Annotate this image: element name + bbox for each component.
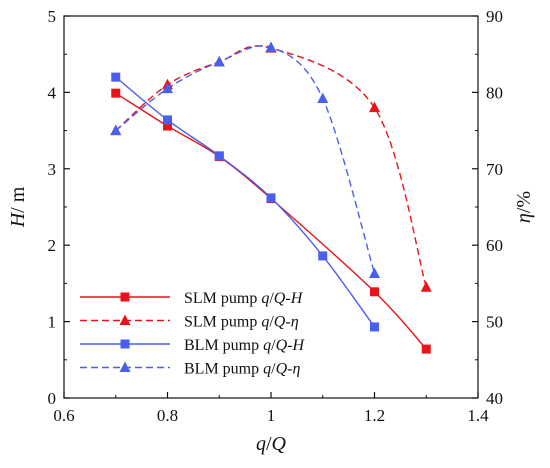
- x-tick-label: 0.6: [53, 406, 74, 425]
- legend-marker: [119, 361, 131, 372]
- data-point: [317, 92, 329, 104]
- x-tick-label: 1: [267, 406, 276, 425]
- legend-marker: [120, 292, 130, 302]
- y-left-tick-label: 0: [48, 389, 57, 408]
- series-line: [115, 76, 376, 328]
- data-point: [266, 193, 276, 203]
- y-left-axis-label: H/ m: [7, 186, 29, 228]
- series-1: [110, 42, 432, 292]
- series-line: [115, 45, 376, 274]
- series-line: [115, 92, 427, 350]
- legend-label: SLM pump q/Q-H: [184, 290, 304, 307]
- y-right-tick-label: 60: [486, 236, 503, 255]
- y-right-tick-label: 80: [486, 83, 503, 102]
- data-point: [370, 322, 379, 332]
- y-right-tick-label: 90: [486, 7, 503, 26]
- data-point: [421, 344, 431, 354]
- y-left-tick-label: 1: [48, 313, 57, 332]
- legend-entry-2: BLM pump q/Q-H: [80, 337, 305, 354]
- legend-label: BLM pump q/Q-η: [184, 361, 300, 378]
- data-point: [162, 82, 173, 94]
- data-point: [420, 281, 432, 292]
- axes: 0.6 0.8 1 1.2 1.4 0 1 2 3 4 5 40 50 60 70 80 90 q/Q H/ m η/…: [7, 7, 535, 455]
- y-right-tick-label: 40: [486, 389, 503, 408]
- y-left-tick-label: 2: [48, 236, 57, 255]
- legend-marker: [120, 339, 130, 349]
- y-right-tick-label: 70: [486, 160, 503, 179]
- legend-label: SLM pump q/Q-η: [184, 314, 299, 331]
- series-line: [115, 45, 427, 288]
- legend-marker: [119, 314, 131, 325]
- data-point: [110, 124, 122, 136]
- data-point: [111, 88, 121, 98]
- y-left-tick-label: 5: [48, 7, 57, 26]
- y-right-tick-label: 50: [486, 313, 503, 332]
- data-point: [214, 151, 224, 161]
- data-point: [318, 251, 328, 261]
- data-point: [265, 41, 277, 52]
- legend-entry-3: BLM pump q/Q-η: [80, 361, 300, 378]
- legend: SLM pump q/Q-H SLM pump q/Q-η BLM pump q/Q…: [80, 290, 305, 378]
- x-axis-label: q/Q: [256, 433, 287, 455]
- x-tick-label: 0.8: [157, 406, 178, 425]
- y-left-tick-label: 3: [48, 160, 57, 179]
- legend-label: BLM pump q/Q-H: [184, 337, 305, 354]
- series-2: [111, 72, 379, 332]
- y-right-axis-label: η/%: [513, 191, 535, 223]
- data-point: [163, 115, 172, 125]
- x-tick-label: 1.4: [467, 406, 489, 425]
- data-point: [111, 72, 121, 82]
- y-left-tick-label: 4: [48, 83, 57, 102]
- legend-entry-1: SLM pump q/Q-η: [80, 314, 299, 331]
- curves: [110, 41, 432, 354]
- x-tick-label: 1.2: [364, 406, 385, 425]
- series-3: [110, 41, 380, 278]
- data-point: [163, 121, 172, 131]
- data-point: [369, 101, 380, 113]
- data-point: [369, 267, 380, 278]
- data-point: [213, 55, 225, 67]
- data-point: [370, 287, 379, 297]
- legend-entry-0: SLM pump q/Q-H: [80, 290, 304, 307]
